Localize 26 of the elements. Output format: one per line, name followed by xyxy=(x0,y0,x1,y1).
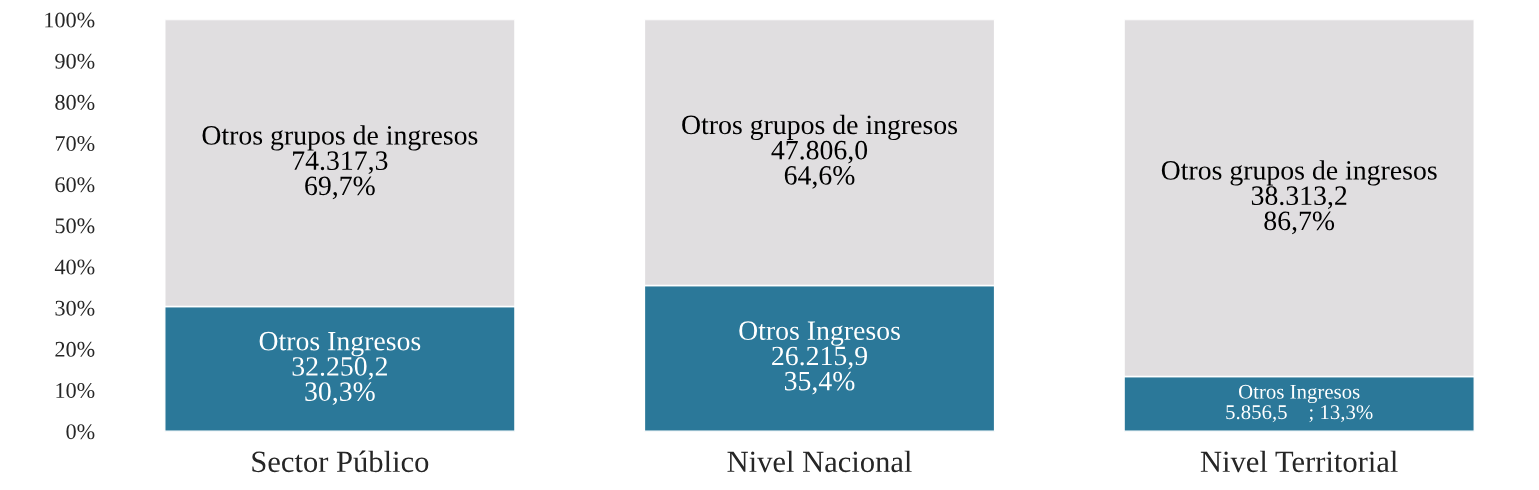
data-label: 47.806,0 64,6% xyxy=(771,140,868,189)
y-tick-label: 30% xyxy=(55,300,95,316)
data-label: 5.856,5 ; 13,3% xyxy=(1226,405,1373,423)
y-tick-label: 90% xyxy=(55,53,95,69)
x-tick-label: Nivel Nacional xyxy=(727,450,912,473)
data-label: 74.317,3 69,7% xyxy=(293,151,388,200)
y-tick-label: 40% xyxy=(54,259,95,275)
data-label: 38.313,2 86,7% xyxy=(1251,186,1347,235)
series-label: Otros Ingresos xyxy=(1238,384,1360,404)
data-label: 32.250,2 30,3% xyxy=(292,357,387,405)
x-tick-label: Sector Público xyxy=(252,450,429,473)
y-tick-label: 70% xyxy=(55,136,95,152)
y-tick-label: 20% xyxy=(55,341,95,357)
y-tick-label: 50% xyxy=(55,218,95,234)
text: Otros grupos de ingresos xyxy=(1161,160,1437,186)
series-label: Otros grupos de ingresos xyxy=(682,114,957,140)
data-label: 26.215,9 35,4% xyxy=(772,346,867,395)
text: Otros Ingresos xyxy=(259,331,421,357)
y-tick-label: 60% xyxy=(55,177,95,193)
y-tick-label: 100% xyxy=(45,12,95,28)
x-tick-label: Nivel Territorial xyxy=(1200,450,1398,473)
y-tick-label: 0% xyxy=(66,424,95,440)
y-tick-label: 80% xyxy=(55,94,95,110)
text: Otros grupos de ingresos xyxy=(202,125,478,151)
text: Otros Ingresos xyxy=(739,321,900,346)
y-tick-label: 10% xyxy=(56,382,95,399)
